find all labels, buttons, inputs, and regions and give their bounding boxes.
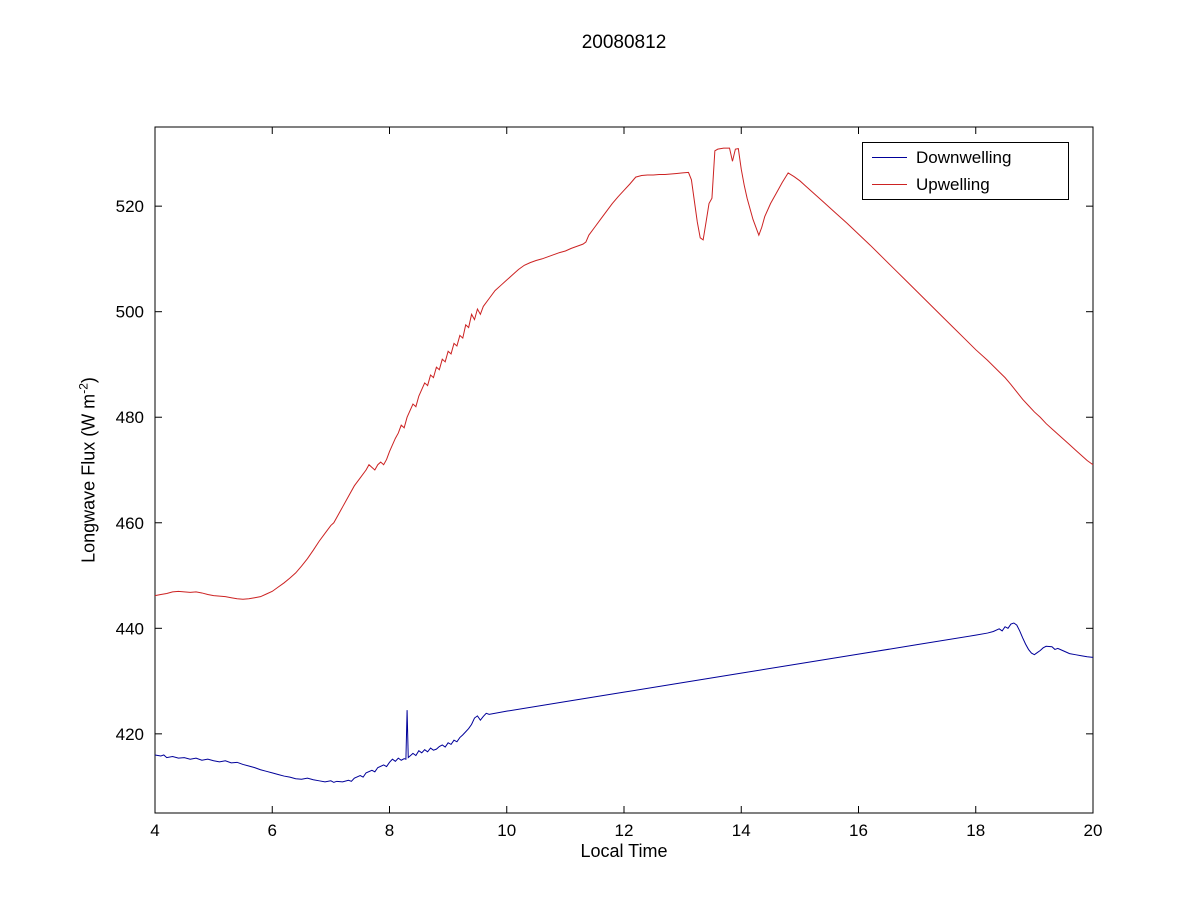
y-axis-label: Longwave Flux (W m-2): [77, 377, 100, 563]
x-axis-label: Local Time: [580, 841, 668, 861]
svg-text:12: 12: [615, 821, 634, 840]
svg-text:440: 440: [116, 619, 144, 638]
svg-text:20: 20: [1084, 821, 1103, 840]
upwelling-line-sample: [872, 184, 907, 185]
svg-text:16: 16: [849, 821, 868, 840]
legend-entry-downwelling: Downwelling: [863, 144, 1068, 171]
svg-text:6: 6: [268, 821, 277, 840]
svg-text:18: 18: [966, 821, 985, 840]
legend-label-upwelling: Upwelling: [916, 174, 990, 194]
svg-text:4: 4: [150, 821, 159, 840]
y-axis-label-superscript: -2: [76, 383, 91, 394]
svg-text:460: 460: [116, 514, 144, 533]
svg-text:8: 8: [385, 821, 394, 840]
chart-title: 20080812: [581, 32, 667, 53]
legend: Downwelling Upwelling: [862, 142, 1069, 200]
svg-text:420: 420: [116, 725, 144, 744]
svg-text:500: 500: [116, 303, 144, 322]
downwelling-line-sample: [872, 157, 907, 158]
svg-text:14: 14: [732, 821, 751, 840]
svg-text:480: 480: [116, 408, 144, 427]
y-axis-label-close: ): [78, 377, 99, 384]
legend-label-downwelling: Downwelling: [916, 147, 1012, 167]
svg-text:520: 520: [116, 197, 144, 216]
svg-text:10: 10: [497, 821, 516, 840]
y-axis-label-text: Longwave Flux (W m: [78, 393, 99, 563]
legend-entry-upwelling: Upwelling: [863, 171, 1068, 198]
